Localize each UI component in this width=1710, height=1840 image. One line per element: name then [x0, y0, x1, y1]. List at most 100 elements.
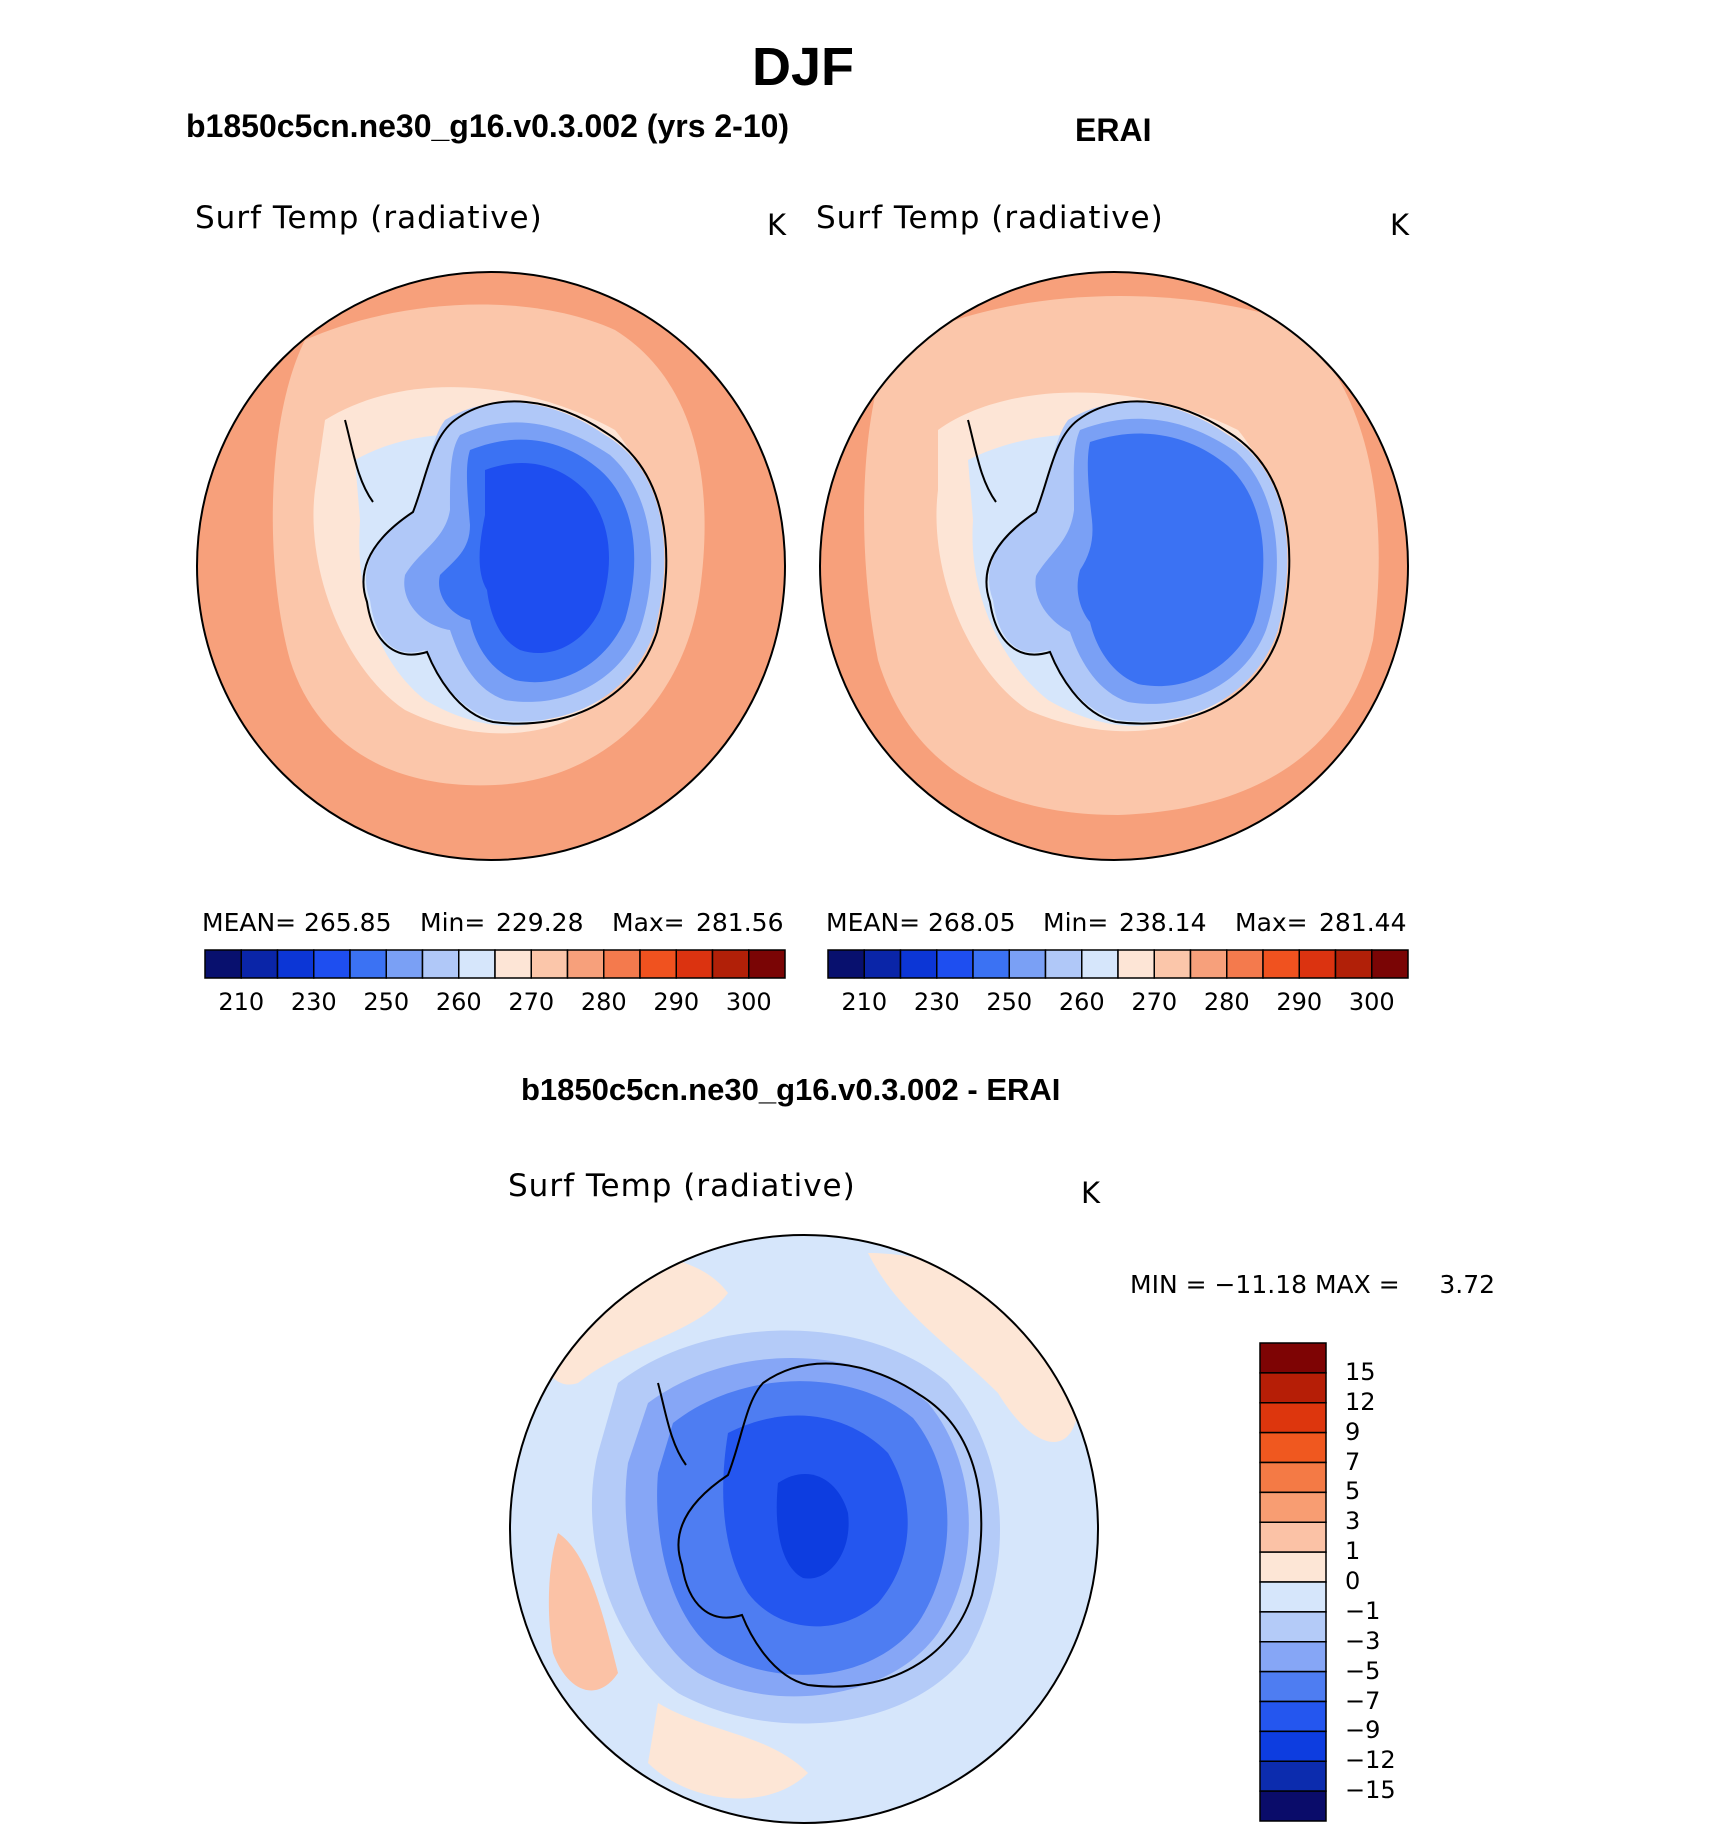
colorbar-swatch — [1259, 1641, 1327, 1673]
colorbar-swatch — [385, 949, 424, 979]
colorbar-swatch — [349, 949, 387, 979]
colorbar-tick-label: 15 — [1345, 1357, 1376, 1386]
panel-2-colorbar-labels: 210 230 250 260 270 280 290 300 — [828, 988, 1408, 1018]
colorbar-swatch — [711, 949, 750, 979]
colorbar-swatch — [936, 949, 974, 979]
colorbar-tick-label: −3 — [1345, 1626, 1381, 1655]
colorbar-tick-label: −12 — [1345, 1746, 1396, 1775]
colorbar-swatch — [863, 949, 902, 979]
colorbar-swatch — [748, 949, 786, 979]
panel-1-colorbar-labels: 210 230 250 260 270 280 290 300 — [205, 988, 785, 1018]
colorbar-tick-label: −15 — [1345, 1776, 1396, 1805]
colorbar-swatch — [1259, 1372, 1327, 1404]
panel-2-mean-label: MEAN= — [826, 908, 921, 937]
colorbar-tick-label: 260 — [1058, 988, 1105, 1016]
colorbar-tick-label: 1 — [1345, 1537, 1361, 1566]
colorbar-swatch — [1259, 1461, 1327, 1494]
colorbar-swatch — [1259, 1730, 1327, 1762]
diff-positive-bottom — [648, 1703, 808, 1799]
panel-1-min-value: 229.28 — [496, 908, 584, 937]
colorbar-swatch — [530, 949, 569, 979]
colorbar-tick-label: 280 — [1203, 988, 1250, 1016]
diff-positive-left — [548, 1533, 618, 1691]
colorbar-swatch — [1262, 949, 1300, 979]
colorbar-swatch — [204, 949, 242, 979]
colorbar-swatch — [1259, 1760, 1327, 1792]
colorbar-tick-label: 270 — [1131, 988, 1178, 1016]
panel-1-map — [196, 271, 786, 861]
colorbar-tick-label: 250 — [363, 988, 410, 1016]
colorbar-swatch — [1259, 1581, 1327, 1613]
panel-1-variable: Surf Temp (radiative) — [195, 200, 543, 236]
colorbar-tick-label: 250 — [986, 988, 1033, 1016]
colorbar-swatch — [1081, 949, 1119, 979]
colorbar-tick-label: 280 — [580, 988, 627, 1016]
colorbar-tick-label: 9 — [1345, 1417, 1361, 1446]
colorbar-tick-label: 230 — [913, 988, 960, 1016]
panel-2-title: ERAI — [1075, 112, 1152, 148]
colorbar-swatch — [1334, 949, 1373, 979]
colorbar-swatch — [1259, 1670, 1327, 1703]
diff-map — [509, 1234, 1099, 1824]
antarctica-plateau — [479, 462, 610, 654]
colorbar-swatch — [1259, 1611, 1327, 1643]
panel-1-units: K — [767, 208, 787, 242]
colorbar-tick-label: 0 — [1345, 1567, 1361, 1595]
panel-2-max-label: Max= — [1235, 908, 1308, 937]
colorbar-tick-label: 210 — [218, 988, 265, 1016]
panel-1-title: b1850c5cn.ne30_g16.v0.3.002 (yrs 2-10) — [186, 108, 790, 144]
diff-map-border — [509, 1234, 1099, 1824]
colorbar-tick-label: 260 — [435, 988, 482, 1016]
colorbar-swatch — [1044, 949, 1083, 979]
panel-2-map — [819, 271, 1409, 861]
colorbar-swatch — [276, 949, 315, 979]
colorbar-tick-label: 7 — [1345, 1447, 1361, 1476]
colorbar-tick-label: −1 — [1345, 1596, 1381, 1625]
colorbar-tick-label: 12 — [1345, 1387, 1376, 1416]
colorbar-swatch — [675, 949, 714, 979]
colorbar-tick-label: 300 — [1348, 988, 1395, 1016]
diff-variable: Surf Temp (radiative) — [508, 1168, 856, 1204]
antarctica-coastline — [657, 1362, 983, 1688]
colorbar-tick-label: 290 — [653, 988, 700, 1016]
colorbar-tick-label: −5 — [1345, 1656, 1381, 1685]
panel-2-min-value: 238.14 — [1119, 908, 1207, 937]
colorbar-swatch — [421, 949, 460, 979]
colorbar-swatch — [1259, 1521, 1327, 1553]
panel-1-mean-value: 265.85 — [304, 908, 392, 937]
colorbar-swatch — [1259, 1431, 1327, 1464]
diff-colorbar — [1259, 1342, 1327, 1822]
season-title: DJF — [751, 37, 854, 97]
panel-2-colorbar — [827, 949, 1409, 979]
panel-2-mean-value: 268.05 — [928, 908, 1016, 937]
panel-1-colorbar — [204, 949, 786, 979]
antarctica-coastline — [967, 400, 1291, 725]
colorbar-swatch — [1189, 949, 1228, 979]
colorbar-tick-label: 290 — [1276, 988, 1323, 1016]
colorbar-tick-label: 270 — [508, 988, 555, 1016]
colorbar-swatch — [313, 949, 351, 979]
colorbar-swatch — [899, 949, 938, 979]
panel-2-max-value: 281.44 — [1319, 908, 1407, 937]
panel-1-mean-label: MEAN= — [202, 908, 297, 937]
colorbar-tick-label: 230 — [290, 988, 337, 1016]
antarctica-inner — [1077, 433, 1264, 687]
colorbar-tick-label: 300 — [725, 988, 772, 1016]
colorbar-swatch — [1298, 949, 1337, 979]
panel-2-units: K — [1390, 208, 1410, 242]
colorbar-swatch — [1259, 1402, 1327, 1434]
diff-title: b1850c5cn.ne30_g16.v0.3.002 - ERAI — [521, 1072, 1061, 1107]
colorbar-swatch — [1259, 1551, 1327, 1583]
colorbar-swatch — [1259, 1790, 1327, 1822]
colorbar-swatch — [972, 949, 1010, 979]
panel-2-map-border — [819, 271, 1409, 861]
panel-1-map-border — [196, 271, 786, 861]
colorbar-swatch — [603, 949, 641, 979]
panel-2-variable: Surf Temp (radiative) — [816, 200, 1164, 236]
antarctica-coastline — [344, 400, 668, 725]
panel-1-max-value: 281.56 — [696, 908, 784, 937]
colorbar-swatch — [1008, 949, 1047, 979]
colorbar-swatch — [827, 949, 865, 979]
colorbar-swatch — [639, 949, 677, 979]
colorbar-swatch — [240, 949, 279, 979]
